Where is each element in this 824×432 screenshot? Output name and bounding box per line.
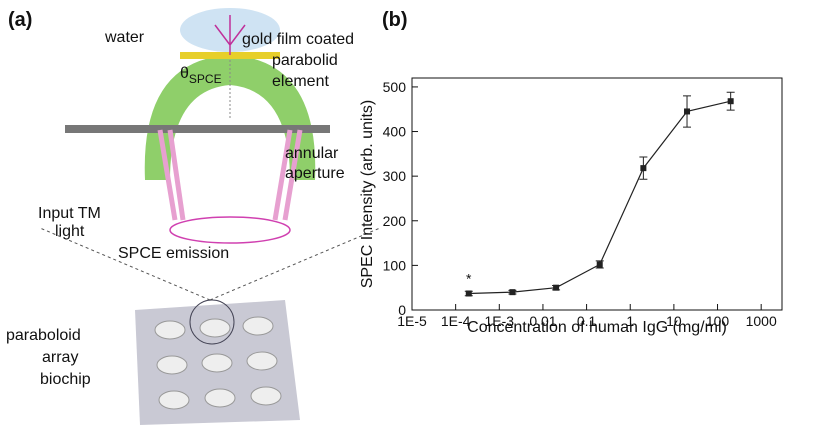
panel-label: (a) xyxy=(8,9,32,31)
data-point xyxy=(509,289,515,295)
emission-ring xyxy=(170,217,290,243)
data-point xyxy=(684,108,690,114)
annotation: * xyxy=(466,270,472,286)
x-tick-label: 1E-4 xyxy=(441,313,471,329)
panel-label: (b) xyxy=(382,9,408,31)
label-chip: biochip xyxy=(40,371,91,388)
data-point xyxy=(597,261,603,267)
x-tick-label: 0.1 xyxy=(577,313,597,329)
label-aperture: aperture xyxy=(285,165,345,182)
label-input: light xyxy=(55,223,85,240)
x-tick-label: 10 xyxy=(666,313,682,329)
figure: (a) water gold film coated parabolid ele… xyxy=(0,0,824,432)
y-tick-label: 200 xyxy=(383,213,407,229)
data-point xyxy=(640,165,646,171)
label-water: water xyxy=(104,29,145,46)
label-emission: SPCE emission xyxy=(118,245,229,262)
y-tick-label: 500 xyxy=(383,79,407,95)
x-tick-label: 100 xyxy=(706,313,730,329)
page: (a) water gold film coated parabolid ele… xyxy=(0,0,824,432)
label-film: gold film coated xyxy=(242,31,354,48)
data-point xyxy=(553,285,559,291)
y-tick-label: 100 xyxy=(383,257,407,273)
data-point xyxy=(466,290,472,296)
label-input: Input TM xyxy=(38,205,101,222)
data-point xyxy=(728,98,734,104)
y-axis-label: SPEC Intensity (arb. units) xyxy=(359,100,376,289)
label-film: parabolid xyxy=(272,52,338,69)
label-chip: array xyxy=(42,349,78,366)
beams xyxy=(160,130,300,220)
x-tick-label: 1E-5 xyxy=(397,313,427,329)
x-tick-label: 1 xyxy=(626,313,634,329)
y-tick-label: 300 xyxy=(383,168,407,184)
label-aperture: annular xyxy=(285,145,339,162)
x-tick-label: 1E-3 xyxy=(485,313,515,329)
wells xyxy=(155,317,281,409)
y-tick-label: 400 xyxy=(383,124,407,140)
x-tick-label: 0.01 xyxy=(529,313,556,329)
arrow-right xyxy=(210,228,380,300)
label-film: element xyxy=(272,73,329,90)
x-tick-label: 1000 xyxy=(746,313,777,329)
label-chip: paraboloid xyxy=(6,327,81,344)
